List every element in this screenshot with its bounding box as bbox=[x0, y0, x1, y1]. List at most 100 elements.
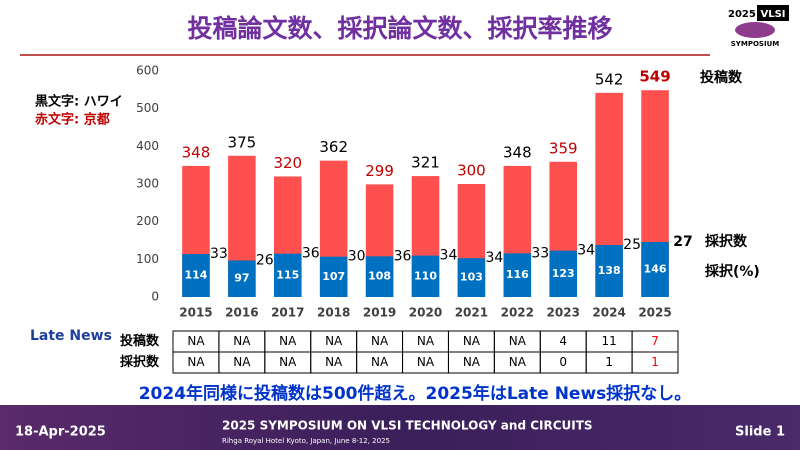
logo-year: 2025 bbox=[728, 9, 756, 20]
y-tick-label: 100 bbox=[136, 252, 159, 266]
submitted-label: 300 bbox=[457, 162, 486, 180]
table-value: NA bbox=[463, 334, 481, 348]
submitted-label: 348 bbox=[503, 143, 532, 161]
submitted-label: 542 bbox=[595, 70, 624, 88]
table-value: 0 bbox=[559, 355, 567, 369]
series-label: 採択数 bbox=[705, 233, 748, 250]
submitted-label: 348 bbox=[182, 143, 211, 161]
table-value: NA bbox=[233, 355, 251, 369]
accepted-label: 108 bbox=[368, 270, 391, 283]
accepted-label: 97 bbox=[234, 272, 249, 285]
submitted-label: 362 bbox=[319, 138, 348, 156]
accepted-bar bbox=[365, 256, 394, 297]
x-tick-label: 2024 bbox=[592, 306, 625, 320]
accepted-bar bbox=[411, 255, 440, 297]
table-value: NA bbox=[187, 334, 205, 348]
x-tick-label: 2018 bbox=[317, 306, 350, 320]
table-value: NA bbox=[463, 355, 481, 369]
x-tick-label: 2016 bbox=[225, 306, 258, 320]
annotation: 赤文字: 京都 bbox=[35, 112, 110, 128]
table-value: NA bbox=[371, 355, 389, 369]
table-value: 1 bbox=[605, 355, 613, 369]
table-value: 7 bbox=[651, 334, 659, 348]
series-label: 投稿数 bbox=[700, 69, 743, 86]
submitted-label: 320 bbox=[273, 154, 302, 172]
accepted-label: 107 bbox=[322, 270, 345, 283]
accepted-bar bbox=[503, 253, 532, 297]
accepted-bar bbox=[549, 250, 577, 297]
y-tick-label: 600 bbox=[136, 64, 159, 78]
submitted-label: 549 bbox=[639, 68, 670, 86]
table-value: NA bbox=[509, 334, 527, 348]
table-cell bbox=[631, 351, 679, 374]
rate-label: 33 bbox=[210, 246, 228, 262]
submitted-label: 375 bbox=[228, 133, 257, 151]
accepted-label: 146 bbox=[644, 263, 667, 276]
accepted-label: 114 bbox=[184, 269, 207, 282]
table-value: NA bbox=[233, 334, 251, 348]
table-value: NA bbox=[417, 355, 435, 369]
table-value: NA bbox=[417, 334, 435, 348]
accepted-label: 138 bbox=[598, 264, 621, 277]
rate-label: 33 bbox=[531, 245, 549, 261]
accepted-label: 103 bbox=[460, 271, 483, 284]
accepted-bar bbox=[595, 245, 623, 297]
accepted-bar bbox=[182, 254, 210, 297]
y-tick-label: 500 bbox=[136, 101, 159, 115]
rate-label: 34 bbox=[485, 250, 503, 266]
x-tick-label: 2025 bbox=[638, 306, 671, 320]
submitted-label: 299 bbox=[365, 162, 394, 180]
rate-label: 27 bbox=[673, 234, 692, 250]
submitted-label: 359 bbox=[549, 139, 578, 157]
rate-label: 34 bbox=[440, 248, 458, 264]
logo: 2025 VLSI SYMPOSIUM bbox=[728, 5, 789, 48]
accepted-bar bbox=[319, 256, 348, 297]
accepted-bar bbox=[228, 260, 256, 297]
x-tick-label: 2015 bbox=[179, 306, 212, 320]
footer-date: 18-Apr-2025 bbox=[15, 425, 106, 440]
rate-label: 26 bbox=[256, 252, 274, 268]
table-value: NA bbox=[325, 355, 343, 369]
slide-title: 投稿論文数、採択論文数、採択率推移 bbox=[187, 14, 612, 43]
accepted-bar bbox=[457, 258, 486, 297]
footer-venue: Rihga Royal Hotel Kyoto, Japan, June 8-1… bbox=[222, 437, 390, 445]
table-value: NA bbox=[279, 355, 297, 369]
table-value: 4 bbox=[559, 334, 567, 348]
y-tick-label: 0 bbox=[151, 290, 159, 304]
y-tick-label: 300 bbox=[136, 177, 159, 191]
x-tick-label: 2023 bbox=[547, 306, 580, 320]
table-value: NA bbox=[279, 334, 297, 348]
footer-band bbox=[0, 405, 800, 450]
x-tick-label: 2022 bbox=[501, 306, 534, 320]
accepted-label: 123 bbox=[552, 267, 575, 280]
accepted-label: 110 bbox=[414, 269, 437, 282]
x-tick-label: 2020 bbox=[409, 306, 442, 320]
table-value: NA bbox=[325, 334, 343, 348]
row-label: 投稿数 bbox=[120, 333, 160, 349]
logo-name: VLSI bbox=[760, 9, 785, 20]
rate-label: 25 bbox=[623, 237, 641, 253]
x-tick-label: 2017 bbox=[271, 306, 304, 320]
accepted-label: 115 bbox=[276, 268, 299, 281]
logo-mark bbox=[735, 22, 775, 38]
late-news-label: Late News bbox=[30, 328, 112, 344]
row-label: 採択数 bbox=[120, 354, 160, 370]
accepted-bar bbox=[641, 242, 669, 297]
logo-sub: SYMPOSIUM bbox=[731, 40, 779, 48]
table-value: 1 bbox=[651, 355, 659, 369]
annotation: 黒文字: ハワイ bbox=[35, 94, 123, 110]
table-value: 11 bbox=[601, 334, 616, 348]
rate-label: 34 bbox=[577, 243, 595, 259]
accepted-bar bbox=[274, 253, 302, 297]
logo-box bbox=[757, 5, 789, 21]
rate-label: 36 bbox=[302, 246, 320, 262]
rate-label: 30 bbox=[348, 249, 366, 265]
rate-label: 36 bbox=[394, 248, 412, 264]
x-tick-label: 2019 bbox=[363, 306, 396, 320]
accepted-label: 116 bbox=[506, 268, 529, 281]
series-label: 採択(%) bbox=[705, 263, 760, 280]
footer-event: 2025 SYMPOSIUM ON VLSI TECHNOLOGY and CI… bbox=[222, 419, 593, 433]
footer-slide: Slide 1 bbox=[735, 425, 785, 440]
note: 2024年同様に投稿数は500件超え。2025年はLate News採択なし。 bbox=[139, 383, 692, 404]
